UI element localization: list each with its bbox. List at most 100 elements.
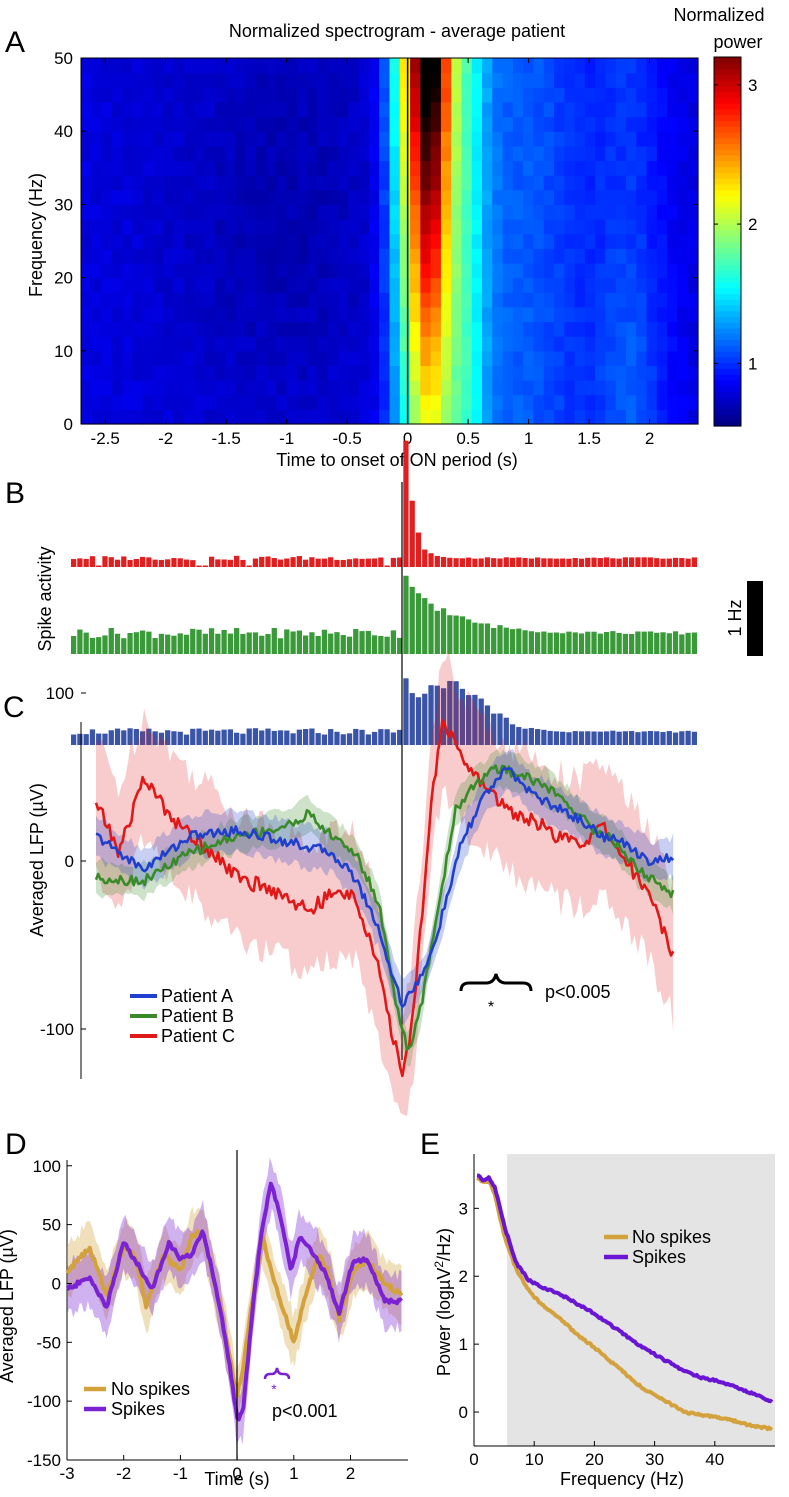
heatmap-cell: [358, 365, 370, 381]
spike-bar: [114, 633, 121, 654]
heatmap-cell: [656, 394, 668, 410]
heatmap-cell: [204, 131, 216, 147]
heatmap-cell: [461, 58, 473, 74]
heatmap-cell: [502, 204, 514, 220]
y-tick-label: 40: [54, 122, 73, 141]
heatmap-cell: [235, 262, 247, 279]
heatmap-cell: [173, 145, 185, 162]
heatmap-cell: [440, 292, 452, 308]
colorbar-cell: [714, 414, 741, 421]
heatmap-cell: [543, 233, 555, 249]
heatmap-cell: [451, 87, 463, 103]
heatmap-cell: [461, 306, 473, 323]
heatmap-cell: [183, 101, 195, 118]
colorbar-cell: [714, 131, 741, 139]
heatmap-cell: [574, 175, 586, 191]
heatmap-cell: [636, 409, 648, 425]
heatmap-cell: [327, 87, 339, 103]
spike-bar: [77, 558, 83, 567]
heatmap-cell: [122, 160, 134, 176]
heatmap-cell: [132, 306, 144, 323]
c-y-tick-label: 0: [65, 852, 74, 871]
heatmap-cell: [512, 204, 524, 220]
heatmap-cell: [615, 175, 627, 191]
heatmap-cell: [605, 145, 617, 162]
spike-bar: [428, 685, 434, 745]
heatmap-cell: [605, 380, 617, 396]
heatmap-cell: [317, 87, 329, 103]
heatmap-cell: [368, 219, 380, 235]
heatmap-cell: [420, 292, 432, 308]
heatmap-cell: [224, 380, 236, 396]
spike-bar: [516, 727, 522, 745]
heatmap-cell: [574, 336, 586, 352]
heatmap-cell: [502, 350, 514, 367]
colorbar-cell: [714, 420, 741, 427]
heatmap-cell: [276, 189, 288, 205]
heatmap-cell: [111, 321, 123, 337]
heatmap-cell: [142, 233, 154, 249]
heatmap-cell: [626, 189, 637, 205]
heatmap-cell: [430, 277, 442, 293]
heatmap-cell: [122, 58, 134, 74]
heatmap-cell: [461, 131, 473, 147]
heatmap-cell: [173, 365, 185, 381]
heatmap-cell: [420, 321, 432, 337]
heatmap-cell: [266, 101, 277, 118]
heatmap-cell: [266, 175, 277, 191]
heatmap-cell: [533, 394, 545, 410]
heatmap-cell: [574, 233, 586, 249]
heatmap-cell: [152, 350, 164, 367]
colorbar-cell: [714, 172, 741, 179]
heatmap-cell: [420, 175, 432, 191]
spike-bar: [378, 635, 384, 654]
heatmap-cell: [91, 365, 103, 381]
heatmap-cell: [574, 380, 586, 396]
spike-bar: [190, 628, 196, 654]
heatmap-cell: [451, 131, 463, 147]
spike-bar: [572, 558, 578, 567]
heatmap-cell: [132, 58, 144, 74]
spike-bar: [447, 680, 453, 745]
heatmap-cell: [81, 277, 92, 293]
heatmap-cell: [91, 306, 103, 323]
heatmap-cell: [533, 292, 545, 308]
heatmap-cell: [512, 380, 524, 396]
heatmap-cell: [152, 380, 164, 396]
heatmap-cell: [317, 219, 329, 235]
heatmap-cell: [615, 189, 627, 205]
spike-bar: [647, 731, 654, 745]
heatmap-cell: [276, 175, 288, 191]
heatmap-cell: [502, 116, 514, 132]
heatmap-cell: [163, 204, 175, 220]
heatmap-cell: [492, 336, 504, 352]
heatmap-cell: [543, 380, 555, 396]
heatmap-cell: [687, 145, 699, 162]
heatmap-cell: [152, 219, 164, 235]
heatmap-cell: [667, 219, 679, 235]
heatmap-cell: [307, 380, 319, 396]
heatmap-cell: [142, 189, 154, 205]
heatmap-cell: [646, 189, 658, 205]
heatmap-cell: [173, 72, 185, 88]
heatmap-cell: [173, 380, 185, 396]
heatmap-cell: [132, 262, 144, 279]
spike-bar: [378, 557, 384, 567]
spike-bar: [603, 631, 610, 654]
heatmap-cell: [389, 321, 401, 337]
heatmap-cell: [461, 277, 473, 293]
heatmap-cell: [471, 116, 483, 132]
heatmap-cell: [646, 394, 658, 410]
heatmap-cell: [410, 219, 421, 235]
heatmap-cell: [368, 145, 380, 162]
heatmap-cell: [677, 350, 689, 367]
heatmap-cell: [482, 380, 493, 396]
spike-bar: [265, 556, 271, 567]
heatmap-cell: [286, 233, 298, 249]
heatmap-cell: [482, 350, 493, 367]
heatmap-cell: [687, 262, 699, 279]
heatmap-cell: [440, 233, 452, 249]
heatmap-cell: [317, 101, 329, 118]
heatmap-cell: [554, 336, 565, 352]
